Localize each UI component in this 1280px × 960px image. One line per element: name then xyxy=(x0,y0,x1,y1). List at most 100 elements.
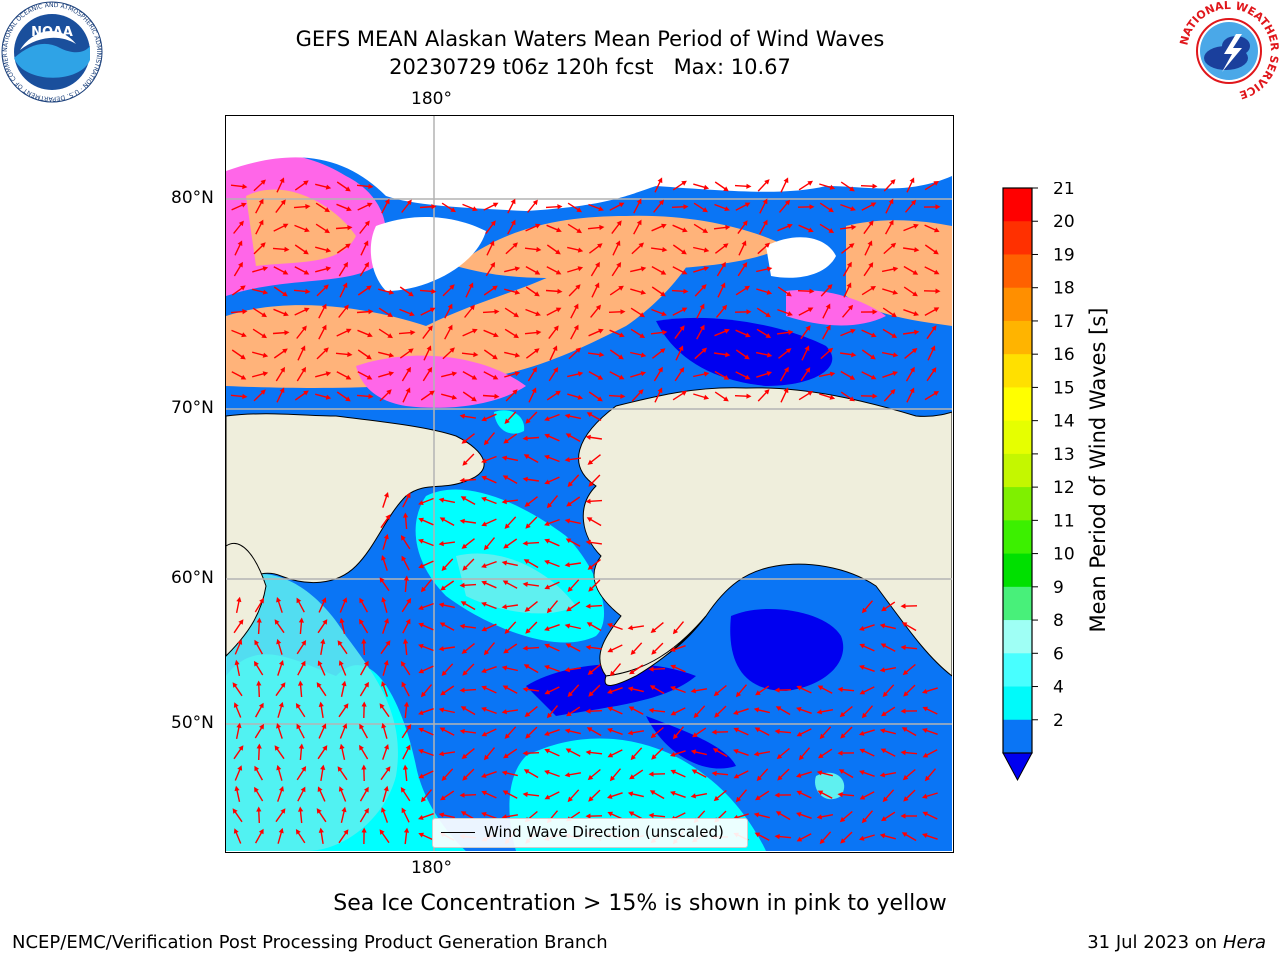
wave-direction-arrow xyxy=(231,285,246,296)
wave-direction-arrow xyxy=(504,371,521,378)
wave-direction-arrow xyxy=(801,345,810,361)
wave-direction-arrow xyxy=(633,198,642,214)
wave-direction-arrow xyxy=(609,768,622,782)
wave-direction-arrow xyxy=(545,204,563,210)
wave-direction-arrow xyxy=(525,265,541,275)
wave-direction-arrow xyxy=(714,391,729,402)
wave-direction-arrow xyxy=(864,240,873,256)
wave-direction-arrow xyxy=(356,309,374,315)
wave-direction-arrow xyxy=(570,324,579,340)
wave-direction-arrow xyxy=(316,808,327,823)
wave-direction-arrow xyxy=(359,597,369,613)
wave-direction-arrow xyxy=(379,829,390,844)
wave-direction-arrow xyxy=(359,618,369,634)
map-panel xyxy=(225,115,954,853)
wave-direction-arrow xyxy=(418,622,434,631)
wave-direction-arrow xyxy=(843,282,852,298)
lat-label-50: 50°N xyxy=(171,713,214,733)
wave-direction-arrow xyxy=(900,644,918,651)
colorbar-tick-label: 2 xyxy=(1053,711,1064,731)
wave-direction-arrow xyxy=(653,366,663,382)
wave-direction-arrow xyxy=(296,325,307,339)
wave-direction-arrow xyxy=(879,667,897,673)
wave-direction-arrow xyxy=(548,325,559,340)
wave-direction-arrow xyxy=(481,812,497,820)
wave-direction-arrow xyxy=(735,349,750,360)
sea-ice-east xyxy=(846,220,952,326)
wave-direction-arrow xyxy=(503,643,518,654)
wave-direction-arrow xyxy=(591,282,600,298)
wave-direction-arrow xyxy=(461,643,475,654)
wave-direction-arrow xyxy=(544,624,560,631)
wave-direction-arrow xyxy=(649,685,665,695)
wave-direction-arrow xyxy=(361,638,367,656)
wave-direction-arrow xyxy=(819,726,832,740)
wave-direction-arrow xyxy=(401,807,410,823)
wave-direction-arrow xyxy=(402,492,411,508)
land-kamchatka xyxy=(226,543,267,657)
wave-direction-arrow xyxy=(693,246,710,253)
wave-direction-arrow xyxy=(481,560,497,568)
wave-direction-arrow xyxy=(231,329,247,338)
wave-direction-arrow xyxy=(841,304,854,318)
wave-direction-arrow xyxy=(273,348,288,359)
wave-direction-arrow xyxy=(361,827,367,845)
wave-direction-arrow xyxy=(276,723,283,739)
wave-direction-arrow xyxy=(819,831,832,845)
wave-direction-arrow xyxy=(714,370,730,380)
wave-direction-arrow xyxy=(842,261,852,277)
wave-direction-arrow xyxy=(459,792,477,798)
wave-direction-arrow xyxy=(885,198,894,214)
wave-direction-arrow xyxy=(775,811,791,821)
wave-direction-arrow xyxy=(381,722,388,739)
wave-direction-arrow xyxy=(296,640,307,655)
wave-direction-arrow xyxy=(336,391,351,402)
wave-direction-arrow xyxy=(252,288,269,295)
wave-direction-arrow xyxy=(359,786,369,802)
legend-line-icon xyxy=(441,832,475,833)
wave-direction-arrow xyxy=(294,390,309,401)
wave-direction-arrow xyxy=(504,621,517,634)
wave-direction-arrow xyxy=(734,309,752,315)
wave-direction-arrow xyxy=(566,496,581,507)
wave-direction-arrow xyxy=(630,288,647,295)
wave-direction-arrow xyxy=(670,664,686,673)
wave-direction-arrow xyxy=(274,745,285,760)
wave-direction-arrow xyxy=(694,284,707,297)
wave-direction-arrow xyxy=(359,660,369,676)
wave-direction-arrow xyxy=(924,307,940,317)
wave-direction-arrow xyxy=(544,581,560,590)
wave-direction-arrow xyxy=(438,541,455,547)
colorbar-segment xyxy=(1003,188,1032,222)
wave-direction-arrow xyxy=(293,204,311,210)
wave-direction-arrow xyxy=(759,198,768,214)
wave-direction-arrow xyxy=(338,786,347,802)
wave-direction-arrow xyxy=(902,663,916,676)
colorbar-tick-label: 6 xyxy=(1053,644,1064,664)
wave-direction-arrow xyxy=(418,832,434,841)
wave-direction-arrow xyxy=(378,307,393,318)
wave-direction-arrow xyxy=(754,727,770,736)
wave-direction-arrow xyxy=(359,807,369,823)
wave-direction-arrow xyxy=(672,726,685,740)
wave-direction-arrow xyxy=(567,202,582,213)
wave-direction-arrow xyxy=(359,261,369,277)
wave-direction-arrow xyxy=(648,812,666,819)
wave-region-dark-pac xyxy=(646,716,736,769)
colorbar-segment xyxy=(1003,553,1032,588)
wave-direction-arrow xyxy=(525,516,538,529)
wave-direction-arrow xyxy=(879,772,897,778)
wave-direction-arrow xyxy=(336,328,352,337)
wave-direction-arrow xyxy=(607,749,623,758)
wave-direction-arrow xyxy=(837,750,855,756)
wave-direction-arrow xyxy=(839,352,857,358)
wave-direction-arrow xyxy=(297,786,306,802)
wave-direction-arrow xyxy=(900,708,918,714)
wave-direction-arrow xyxy=(650,329,668,335)
wave-direction-arrow xyxy=(630,747,643,761)
wave-direction-arrow xyxy=(380,514,391,529)
wave-direction-arrow xyxy=(858,729,875,736)
wave-direction-arrow xyxy=(444,324,453,340)
wave-direction-arrow xyxy=(277,827,284,844)
wave-direction-arrow xyxy=(903,309,919,316)
